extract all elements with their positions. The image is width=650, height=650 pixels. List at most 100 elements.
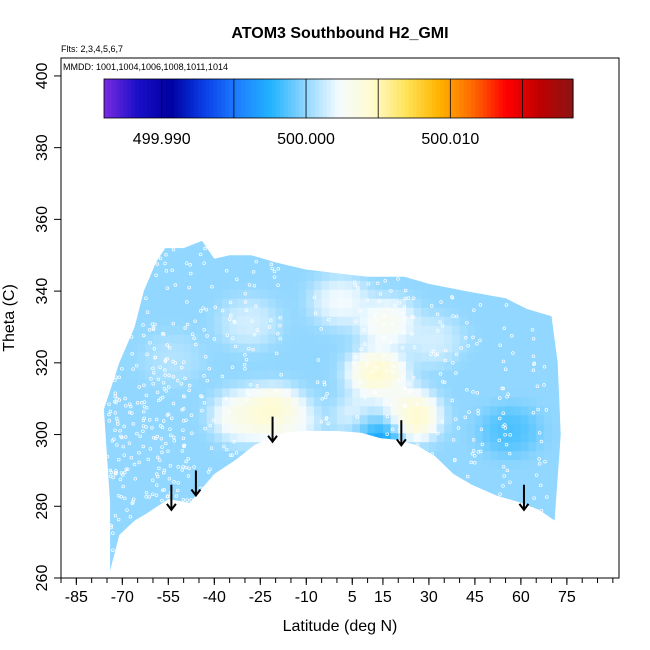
heatmap-cell: [103, 396, 108, 407]
heatmap-cell: [298, 432, 307, 443]
heatmap-cell: [252, 352, 261, 362]
heatmap-cell: [214, 271, 223, 281]
heatmap-cell: [382, 549, 392, 559]
heatmap-cell: [336, 280, 346, 290]
heatmap-cell: [451, 271, 461, 281]
profile-point: [147, 418, 152, 422]
heatmap-cell: [367, 405, 376, 416]
heatmap-cell: [103, 432, 108, 443]
heatmap-cell: [321, 531, 330, 541]
heatmap-cell: [405, 405, 415, 416]
heatmap-cell: [321, 262, 330, 272]
heatmap-cell: [444, 423, 453, 434]
heatmap-cell: [152, 405, 162, 416]
profile-point: [158, 256, 163, 261]
colorbar-cell: [561, 79, 566, 118]
heatmap-cell: [474, 325, 484, 335]
heatmap-cell: [214, 522, 223, 532]
heatmap-cell: [129, 540, 139, 550]
heatmap-cell: [359, 262, 369, 272]
heatmap-cell: [198, 387, 208, 398]
profile-point: [181, 428, 185, 432]
profile-point: [397, 300, 402, 305]
heatmap-cell: [321, 298, 330, 308]
heatmap-cell: [436, 361, 445, 371]
heatmap-cell: [543, 271, 553, 281]
heatmap-cell: [520, 486, 530, 497]
profile-point: [133, 477, 138, 481]
heatmap-cell: [306, 522, 315, 532]
profile-point: [500, 386, 504, 391]
heatmap-cell: [290, 567, 300, 571]
heatmap-cell: [92, 469, 100, 478]
heatmap-cell: [152, 289, 162, 299]
profile-point: [170, 416, 174, 420]
profile-point: [124, 467, 128, 471]
heatmap-cell: [283, 513, 292, 523]
heatmap-cell: [198, 513, 208, 523]
heatmap-cell: [382, 240, 392, 245]
heatmap-cell: [474, 486, 484, 497]
heatmap-cell: [375, 343, 384, 353]
heatmap-cell: [398, 352, 407, 362]
heatmap-cell: [344, 468, 353, 479]
heatmap-cell: [168, 441, 177, 452]
heatmap-cell: [567, 388, 575, 397]
heatmap-cell: [114, 459, 123, 470]
heatmap-cell: [367, 289, 376, 299]
heatmap-cell: [520, 414, 530, 425]
heatmap-cell: [344, 495, 353, 505]
profile-point: [537, 457, 541, 461]
heatmap-cell: [467, 343, 476, 353]
heatmap-cell: [444, 325, 453, 335]
heatmap-cell: [283, 307, 292, 317]
heatmap-cell: [398, 549, 407, 559]
profile-point: [505, 394, 509, 399]
heatmap-cell: [505, 378, 514, 389]
profile-point: [213, 305, 218, 310]
heatmap-cell: [551, 540, 560, 550]
heatmap-cell: [474, 280, 484, 290]
heatmap-cell: [237, 567, 246, 571]
heatmap-cell: [398, 334, 407, 344]
heatmap-cell: [405, 343, 415, 353]
heatmap-cell: [459, 531, 468, 541]
heatmap-cell: [175, 361, 185, 371]
profile-point: [411, 315, 416, 319]
heatmap-cell: [321, 432, 330, 443]
colorbar-cell: [514, 79, 519, 118]
heatmap-cell: [459, 504, 468, 514]
heatmap-cell: [198, 495, 208, 505]
heatmap-cell: [298, 262, 307, 272]
heatmap-cell: [152, 423, 162, 434]
heatmap-cell: [390, 504, 399, 514]
heatmap-cell: [260, 361, 269, 371]
heatmap-cell: [421, 316, 430, 326]
heatmap-cell: [398, 495, 407, 505]
heatmap-cell: [390, 289, 399, 299]
profile-point: [406, 296, 411, 300]
heatmap-cell: [237, 414, 246, 425]
heatmap-cell: [152, 558, 162, 568]
profile-point: [192, 336, 196, 341]
heatmap-cell: [237, 486, 246, 497]
heatmap-cell: [214, 343, 223, 353]
heatmap-cell: [474, 253, 484, 263]
heatmap-cell: [92, 567, 100, 576]
heatmap-cell: [559, 396, 561, 407]
colorbar-cell: [115, 79, 121, 118]
heatmap-cell: [467, 316, 476, 326]
heatmap-cell: [129, 280, 139, 290]
heatmap-cell: [237, 531, 246, 541]
profile-point: [141, 323, 145, 327]
heatmap-cell: [275, 567, 284, 571]
profile-point: [199, 486, 203, 491]
heatmap-cell: [168, 567, 177, 571]
heatmap-cell: [428, 378, 438, 389]
heatmap-cell: [543, 486, 553, 497]
heatmap-cell: [206, 414, 215, 425]
heatmap-cell: [536, 540, 545, 550]
heatmap-cell: [92, 361, 100, 370]
heatmap-cell: [306, 307, 315, 317]
heatmap-cell: [103, 244, 108, 254]
